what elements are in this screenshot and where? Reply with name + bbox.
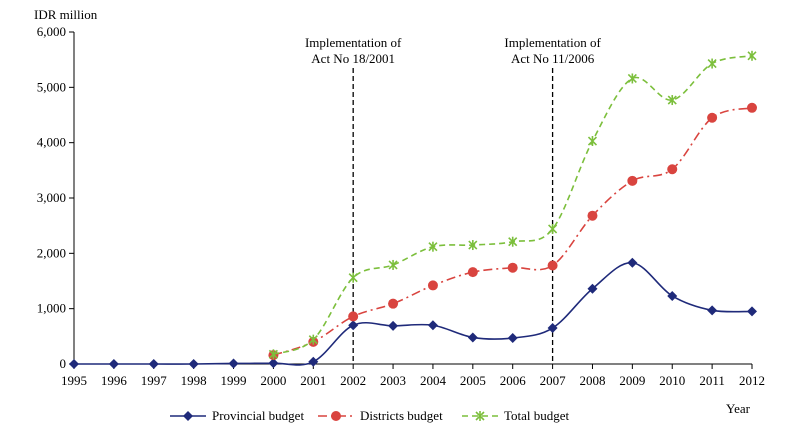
- annotation-label: Act No 18/2001: [311, 51, 395, 66]
- axes: 0 1,000 2,000 3,000 4,000 5,000 6,000 1995 1996 1…: [37, 24, 765, 388]
- x-tick-label: 1996: [101, 373, 128, 388]
- x-tick-label: 2005: [460, 373, 486, 388]
- data-point: [547, 323, 558, 334]
- data-point: [427, 280, 438, 291]
- data-point: [348, 272, 358, 283]
- annotation-label: Implementation of: [504, 35, 601, 50]
- series-line: [273, 55, 753, 356]
- y-tick-label: 2,000: [37, 245, 66, 260]
- series-group: [69, 50, 757, 369]
- x-tick-label: 2009: [619, 373, 645, 388]
- legend-entry: Districts budget: [318, 408, 443, 423]
- data-point: [308, 356, 319, 367]
- series-1: [268, 102, 757, 361]
- data-point: [467, 267, 478, 278]
- data-point: [627, 73, 637, 84]
- data-point: [627, 257, 638, 268]
- series-2: [268, 50, 757, 360]
- legend-entry: Total budget: [462, 408, 570, 423]
- x-tick-label: 2000: [260, 373, 286, 388]
- data-point: [667, 290, 678, 301]
- legend-label: Districts budget: [360, 408, 443, 423]
- x-tick-label: 1997: [141, 373, 168, 388]
- y-axis-label: IDR million: [34, 7, 98, 22]
- data-point: [587, 136, 598, 147]
- data-point: [427, 320, 438, 331]
- data-point: [148, 359, 159, 369]
- data-point: [667, 95, 677, 106]
- x-tick-label: 2007: [540, 373, 567, 388]
- x-tick-label: 2011: [699, 373, 725, 388]
- x-axis-label: Year: [726, 401, 751, 416]
- data-point: [69, 359, 79, 369]
- data-point: [188, 359, 199, 369]
- data-point: [548, 223, 558, 234]
- data-point: [268, 349, 278, 360]
- legend-marker: [183, 411, 193, 421]
- data-point: [467, 332, 478, 343]
- data-point: [747, 102, 757, 113]
- x-tick-label: 1995: [61, 373, 87, 388]
- data-point: [547, 260, 558, 271]
- y-tick-label: 3,000: [37, 190, 66, 205]
- series-line: [74, 261, 753, 366]
- data-point: [707, 58, 717, 69]
- legend-label: Provincial budget: [212, 408, 304, 423]
- x-tick-label: 1998: [181, 373, 207, 388]
- legend: Provincial budget Districts budget Total b…: [170, 408, 570, 423]
- y-tick-label: 0: [60, 356, 67, 371]
- legend-marker: [475, 411, 485, 421]
- legend-marker: [331, 411, 341, 421]
- data-point: [587, 210, 598, 221]
- y-tick-label: 6,000: [37, 24, 66, 39]
- data-point: [348, 311, 359, 322]
- series-0: [69, 257, 757, 369]
- data-point: [228, 358, 239, 369]
- x-tick-label: 2006: [500, 373, 527, 388]
- x-tick-label: 2012: [739, 373, 765, 388]
- x-tick-label: 2002: [340, 373, 366, 388]
- annotation-label: Implementation of: [305, 35, 402, 50]
- legend-entry: Provincial budget: [170, 408, 304, 423]
- data-point: [587, 283, 598, 294]
- data-point: [747, 306, 757, 317]
- series-line: [273, 107, 753, 356]
- data-point: [667, 164, 678, 175]
- data-point: [507, 262, 518, 273]
- annotation-label: Act No 11/2006: [511, 51, 595, 66]
- y-tick-label: 4,000: [37, 135, 66, 150]
- x-tick-label: 2008: [579, 373, 605, 388]
- x-tick-label: 2001: [300, 373, 326, 388]
- x-tick-label: 2004: [420, 373, 447, 388]
- data-point: [468, 240, 478, 251]
- data-point: [388, 320, 399, 331]
- x-tick-label: 2010: [659, 373, 685, 388]
- data-point: [508, 236, 518, 247]
- x-tick-label: 2003: [380, 373, 406, 388]
- y-tick-label: 1,000: [37, 301, 66, 316]
- data-point: [388, 298, 399, 309]
- data-point: [707, 305, 718, 316]
- data-point: [707, 112, 718, 123]
- legend-label: Total budget: [504, 408, 570, 423]
- data-point: [268, 358, 279, 369]
- data-point: [627, 175, 638, 186]
- data-point: [308, 334, 318, 345]
- x-tick-label: 1999: [221, 373, 247, 388]
- data-point: [388, 259, 398, 270]
- data-point: [108, 359, 119, 369]
- data-point: [747, 50, 757, 61]
- data-point: [507, 332, 518, 343]
- data-point: [428, 241, 438, 252]
- y-tick-label: 5,000: [37, 79, 66, 94]
- data-point: [348, 320, 359, 331]
